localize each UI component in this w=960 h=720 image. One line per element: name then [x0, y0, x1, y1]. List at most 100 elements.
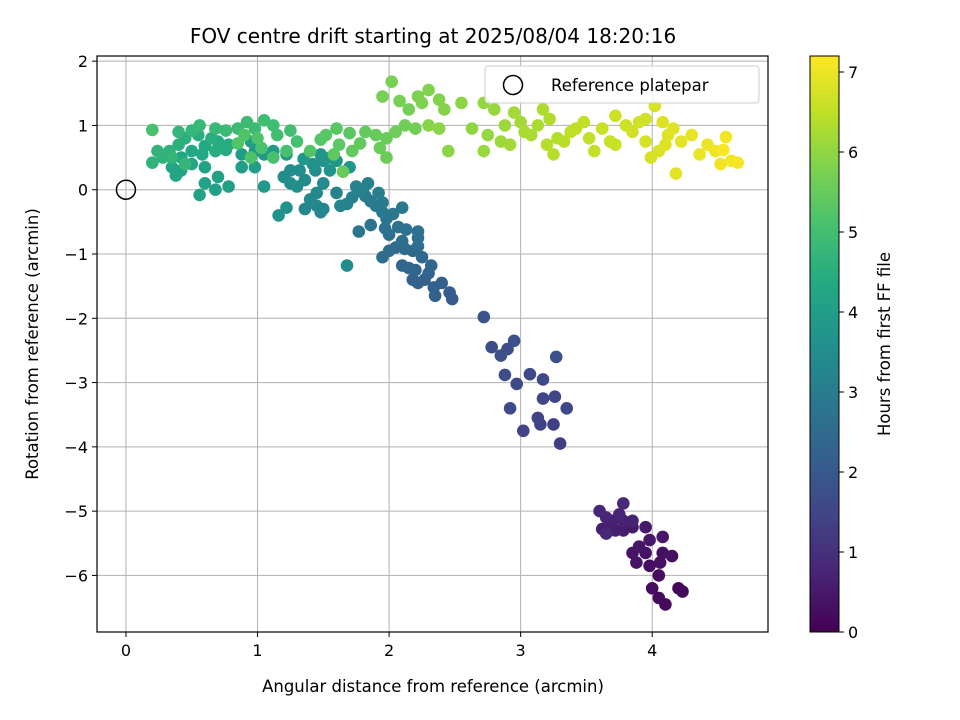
scatter-point [327, 148, 341, 161]
scatter-point [630, 556, 643, 569]
scatter-point [272, 209, 285, 222]
scatter-point [303, 144, 317, 158]
legend-box [484, 65, 760, 104]
scatter-point [257, 180, 271, 193]
scatter-point [385, 75, 399, 88]
scatter-point [626, 514, 639, 528]
scatter-point [443, 286, 456, 299]
scatter-point [373, 141, 387, 155]
scatter-point [343, 126, 356, 140]
reference-point-marker [115, 179, 137, 200]
colorbar-tick-label: 7 [848, 63, 858, 82]
scatter-point [609, 138, 622, 151]
scatter-point [517, 424, 530, 438]
chart-title: FOV centre drift starting at 2025/08/04 … [190, 24, 676, 48]
scatter-point [498, 368, 512, 382]
scatter-point [267, 119, 280, 132]
scatter-point [415, 250, 429, 264]
scatter-point [411, 225, 425, 238]
scatter-point [376, 250, 389, 264]
scatter-point [481, 128, 495, 142]
scatter-point [652, 569, 666, 582]
scatter-point [146, 156, 159, 169]
scatter-point [514, 115, 527, 129]
scatter-point [146, 123, 159, 137]
scatter-point [402, 103, 416, 116]
scatter-point [290, 135, 304, 148]
scatter-point [219, 143, 233, 157]
scatter-point [209, 122, 222, 135]
scatter-point [485, 340, 499, 354]
y-tick-label: −2 [64, 309, 88, 328]
scatter-point [317, 177, 330, 190]
scatter-point [280, 144, 293, 158]
scatter-point [639, 112, 652, 126]
scatter-point [395, 259, 409, 272]
plot-frame [96, 55, 769, 633]
scatter-point [422, 83, 435, 97]
y-tick-label: 1 [78, 116, 88, 135]
colorbar-ticks: 0 1 2 3 4 5 6 7 [839, 63, 858, 642]
scatter-point [165, 151, 179, 164]
y-axis-title: Rotation from reference (arcmin) [23, 208, 42, 480]
scatter-point [560, 402, 573, 415]
colorbar-tick-label: 0 [848, 623, 858, 642]
colorbar-tick-label: 1 [848, 543, 858, 562]
scatter-point [609, 109, 622, 123]
scatter-point [653, 556, 667, 569]
scatter-point [523, 367, 537, 381]
scatter-point [406, 273, 420, 287]
scatter-point [235, 160, 248, 174]
x-tick-label: 4 [647, 641, 657, 660]
scatter-point [549, 350, 563, 364]
scatter-point [330, 186, 343, 200]
scatter-point [588, 144, 601, 158]
scatter-point [488, 103, 501, 116]
scatter-point [626, 125, 639, 139]
scatter-point [639, 520, 652, 534]
scatter-point [717, 143, 730, 157]
scatter-point [211, 170, 225, 184]
scatter-point [494, 349, 508, 362]
scatter-point [427, 281, 441, 294]
scatter-point [372, 186, 385, 200]
scatter-point [364, 218, 378, 232]
scatter-point [543, 112, 556, 126]
scatter-point [349, 180, 363, 193]
scatter-point [185, 144, 198, 158]
scatter-point [330, 122, 343, 135]
colorbar-tick-label: 6 [848, 143, 858, 162]
scatter-point [524, 128, 538, 142]
scatter-point [376, 196, 389, 209]
scatter-point [198, 160, 212, 174]
scatter-point [531, 411, 545, 425]
scatter-point [267, 151, 280, 164]
scatter-point [310, 186, 324, 200]
scatter-point [165, 160, 179, 174]
colorbar-tick-label: 5 [848, 223, 858, 242]
y-tick-label: 0 [78, 181, 88, 200]
scatter-point [536, 103, 550, 116]
colorbar-gradient [809, 55, 840, 633]
colorbar-tick-label: 2 [848, 463, 858, 482]
scatter-point [319, 128, 333, 142]
scatter-point [548, 390, 562, 404]
scatter-point [392, 220, 405, 234]
scatter-point [643, 559, 656, 573]
scatter-point [432, 122, 446, 135]
scatter-point [693, 148, 706, 161]
scatter-point [557, 135, 571, 148]
scatter-point [270, 128, 284, 142]
scatter-point [361, 177, 375, 190]
scatter-point [613, 508, 626, 521]
scatter-point [507, 334, 521, 348]
scatter-point [540, 138, 554, 151]
scatter-point [656, 115, 669, 129]
scatter-point [553, 437, 567, 450]
scatter-point [395, 234, 409, 248]
scatter-point [345, 144, 359, 158]
scatter-point [652, 591, 666, 605]
scatter-point [685, 128, 698, 142]
legend: Reference platepar [484, 65, 760, 104]
